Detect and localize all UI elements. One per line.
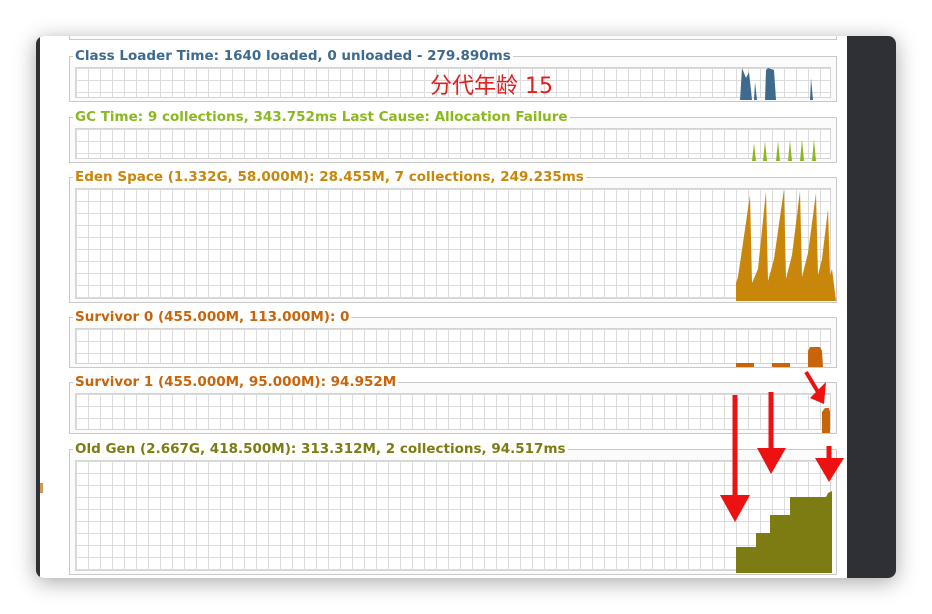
gc-time-spike	[752, 143, 756, 161]
gc-time-panel: GC Time: 9 collections, 343.752ms Last C…	[69, 109, 837, 163]
left-edge-marker	[40, 483, 43, 493]
old-gen-frame	[69, 449, 837, 575]
old-gen-panel: Old Gen (2.667G, 418.500M): 313.312M, 2 …	[69, 441, 837, 575]
class-loader-spike	[765, 68, 776, 100]
survivor-0-graph	[736, 329, 836, 367]
gc-time-spike	[763, 141, 767, 161]
class-loader-title: Class Loader Time: 1640 loaded, 0 unload…	[73, 48, 513, 64]
gc-time-spike	[788, 140, 792, 161]
survivor-1-bar	[822, 408, 830, 433]
eden-space-plot	[75, 188, 831, 299]
previous-panel-frame	[69, 36, 837, 40]
class-loader-spike	[754, 82, 757, 100]
old-gen-plot	[75, 460, 831, 571]
survivor-0-bar	[808, 347, 823, 367]
eden-space-title: Eden Space (1.332G, 58.000M): 28.455M, 7…	[73, 169, 586, 185]
gc-time-spike	[776, 141, 780, 161]
survivor-0-panel: Survivor 0 (455.000M, 113.000M): 0	[69, 309, 837, 368]
previous-panel-bottom	[69, 36, 837, 40]
survivor-1-title: Survivor 1 (455.000M, 95.000M): 94.952M	[73, 374, 398, 390]
survivor-0-title: Survivor 0 (455.000M, 113.000M): 0	[73, 309, 351, 325]
survivor-1-plot	[75, 393, 831, 430]
old-gen-title: Old Gen (2.667G, 418.500M): 313.312M, 2 …	[73, 441, 568, 457]
survivor-1-panel: Survivor 1 (455.000M, 95.000M): 94.952M	[69, 374, 837, 434]
old-gen-steps	[736, 491, 832, 573]
class-loader-spike	[740, 68, 752, 100]
survivor-0-bar	[772, 363, 790, 367]
eden-space-sawtooth	[736, 189, 836, 301]
gc-time-spike	[812, 139, 816, 161]
eden-space-panel: Eden Space (1.332G, 58.000M): 28.455M, 7…	[69, 169, 837, 303]
gc-time-spike	[800, 139, 804, 161]
survivor-0-plot	[75, 328, 831, 364]
visualgc-window: Class Loader Time: 1640 loaded, 0 unload…	[36, 36, 896, 578]
eden-space-frame	[69, 177, 837, 303]
survivor-1-graph	[736, 394, 836, 433]
gc-time-plot	[75, 128, 831, 159]
gc-time-graph	[752, 129, 832, 161]
survivor-0-bar	[736, 363, 754, 367]
class-loader-spike	[810, 78, 813, 100]
generation-age-annotation: 分代年龄 15	[430, 68, 553, 100]
eden-space-graph	[736, 189, 836, 301]
old-gen-graph	[736, 461, 836, 573]
gc-time-title: GC Time: 9 collections, 343.752ms Last C…	[73, 109, 570, 125]
visualgc-content: Class Loader Time: 1640 loaded, 0 unload…	[40, 36, 847, 578]
class-loader-graph	[740, 68, 836, 100]
